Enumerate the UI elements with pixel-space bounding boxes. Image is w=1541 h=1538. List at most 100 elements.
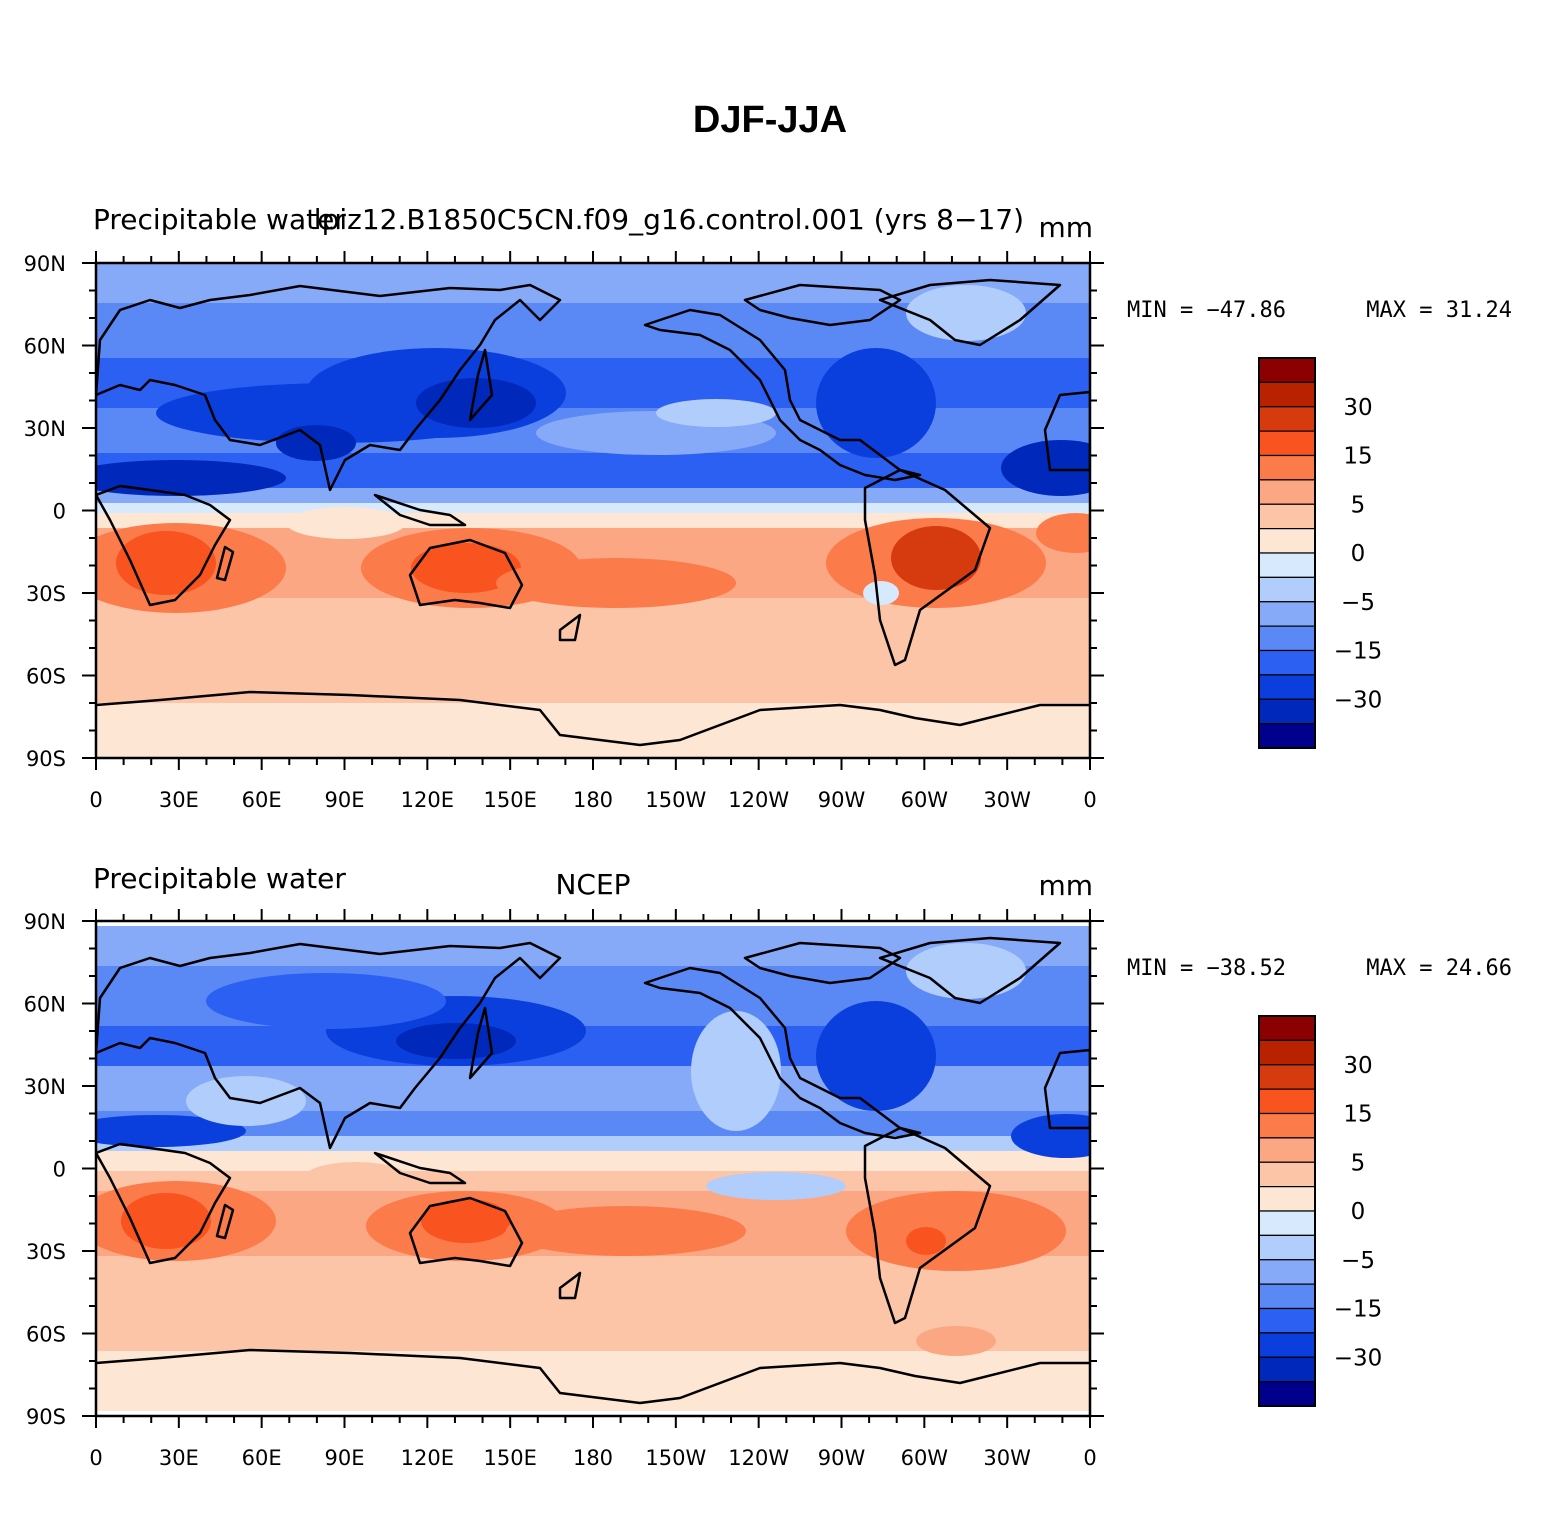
latitude-tick-label: 60S bbox=[26, 665, 66, 689]
longitude-tick-label: 180 bbox=[573, 788, 613, 812]
longitude-tick-label: 60W bbox=[901, 788, 949, 812]
colorbar-swatch bbox=[1258, 430, 1316, 457]
colorbar-swatch bbox=[1258, 625, 1316, 652]
figure-title: DJF-JJA bbox=[693, 99, 847, 141]
colorbar-swatch bbox=[1258, 1137, 1316, 1163]
map-axes: 0 30E 60E 90E 120E 150E 180 150W 120W 90W 60W 30W 09… bbox=[24, 251, 1104, 812]
panel-case-label: lpiz12.B1850C5CN.f09_g16.control.001 (yr… bbox=[314, 203, 1024, 236]
colorbar-swatch bbox=[1258, 1332, 1316, 1358]
colorbar-label: 30 bbox=[1343, 1053, 1372, 1079]
longitude-tick-label: 60W bbox=[901, 1446, 949, 1470]
longitude-tick-label: 90E bbox=[325, 1446, 365, 1470]
latitude-tick-label: 30S bbox=[26, 1240, 66, 1264]
colorbar-swatch bbox=[1258, 454, 1316, 481]
colorbar-swatch bbox=[1258, 576, 1316, 603]
latitude-tick-label: 60N bbox=[24, 335, 66, 359]
colorbar-swatch bbox=[1258, 1259, 1316, 1285]
min-label: MIN = −47.86 bbox=[1127, 298, 1286, 323]
longitude-tick-label: 90W bbox=[818, 788, 866, 812]
panel-variable-label: Precipitable water bbox=[93, 862, 346, 895]
longitude-tick-label: 150W bbox=[645, 1446, 706, 1470]
longitude-tick-label: 30E bbox=[159, 1446, 199, 1470]
colorbar-label: −15 bbox=[1334, 1297, 1383, 1323]
longitude-tick-label: 0 bbox=[89, 1446, 102, 1470]
panel-variable-label: Precipitable water bbox=[93, 203, 346, 236]
colorbar-swatch bbox=[1258, 1161, 1316, 1188]
colorbar-label: −30 bbox=[1334, 687, 1383, 713]
longitude-tick-label: 120W bbox=[728, 1446, 789, 1470]
colorbar-swatch bbox=[1258, 674, 1316, 700]
longitude-tick-label: 120E bbox=[401, 788, 454, 812]
longitude-tick-label: 90E bbox=[325, 788, 365, 812]
colorbar-swatch bbox=[1258, 528, 1316, 554]
colorbar-swatch bbox=[1258, 381, 1316, 408]
colorbar-swatch bbox=[1258, 1283, 1316, 1310]
longitude-tick-label: 150E bbox=[483, 788, 536, 812]
longitude-tick-label: 0 bbox=[89, 788, 102, 812]
colorbar-swatch bbox=[1258, 1039, 1316, 1066]
longitude-tick-label: 120E bbox=[401, 1446, 454, 1470]
colorbar-swatch bbox=[1258, 1210, 1316, 1236]
colorbar-swatch bbox=[1258, 1234, 1316, 1261]
colorbar-label: 0 bbox=[1351, 541, 1366, 567]
longitude-tick-label: 180 bbox=[573, 1446, 613, 1470]
colorbar-swatch bbox=[1258, 698, 1316, 725]
colorbar-label: −5 bbox=[1341, 590, 1375, 616]
colorbar: 30 15 5 0 −5 −15 −30 bbox=[1258, 357, 1383, 749]
longitude-tick-label: 30W bbox=[983, 788, 1031, 812]
colorbar-swatch bbox=[1258, 1088, 1316, 1115]
longitude-tick-label: 0 bbox=[1083, 788, 1096, 812]
colorbar-swatch bbox=[1258, 503, 1316, 530]
latitude-tick-label: 30N bbox=[24, 417, 66, 441]
colorbar-swatch bbox=[1258, 1015, 1316, 1041]
colorbar-swatch bbox=[1258, 723, 1316, 749]
longitude-tick-label: 60E bbox=[242, 788, 282, 812]
longitude-tick-label: 150E bbox=[483, 1446, 536, 1470]
colorbar-swatch bbox=[1258, 479, 1316, 505]
latitude-tick-label: 60S bbox=[26, 1323, 66, 1347]
latitude-tick-label: 90S bbox=[26, 1405, 66, 1429]
colorbar-label: 5 bbox=[1351, 1150, 1366, 1176]
colorbar-label: 15 bbox=[1343, 444, 1372, 470]
latitude-tick-label: 90N bbox=[24, 252, 66, 276]
colorbar-label: 30 bbox=[1343, 395, 1372, 421]
latitude-tick-label: 30N bbox=[24, 1075, 66, 1099]
min-label: MIN = −38.52 bbox=[1127, 956, 1286, 981]
latitude-tick-label: 0 bbox=[53, 1158, 66, 1182]
precip-field-map bbox=[96, 263, 1090, 758]
longitude-tick-label: 60E bbox=[242, 1446, 282, 1470]
colorbar-label: −30 bbox=[1334, 1345, 1383, 1371]
colorbar-swatch bbox=[1258, 1064, 1316, 1090]
panel-units-label: mm bbox=[1038, 869, 1093, 902]
panel-units-label: mm bbox=[1038, 211, 1093, 244]
map-axes: 0 30E 60E 90E 120E 150E 180 150W 120W 90W 60W 30W 09… bbox=[24, 909, 1104, 1470]
colorbar-swatch bbox=[1258, 1307, 1316, 1334]
latitude-tick-label: 90N bbox=[24, 910, 66, 934]
panel-case-label: NCEP bbox=[555, 868, 630, 901]
colorbar-swatch bbox=[1258, 1356, 1316, 1383]
colorbar-label: 5 bbox=[1351, 492, 1366, 518]
latitude-tick-label: 0 bbox=[53, 500, 66, 524]
longitude-tick-label: 30E bbox=[159, 788, 199, 812]
colorbar-label: 15 bbox=[1343, 1102, 1372, 1128]
latitude-tick-label: 30S bbox=[26, 582, 66, 606]
latitude-tick-label: 90S bbox=[26, 747, 66, 771]
colorbar-swatch bbox=[1258, 552, 1316, 578]
colorbar-swatch bbox=[1258, 601, 1316, 627]
colorbar-swatch bbox=[1258, 1112, 1316, 1139]
panel-model: Precipitable water lpiz12.B1850C5CN.f09_… bbox=[24, 203, 1104, 812]
longitude-tick-label: 90W bbox=[818, 1446, 866, 1470]
longitude-tick-label: 120W bbox=[728, 788, 789, 812]
longitude-tick-label: 30W bbox=[983, 1446, 1031, 1470]
colorbar-swatch bbox=[1258, 1186, 1316, 1212]
colorbar: 30 15 5 0 −5 −15 −30 bbox=[1258, 1015, 1383, 1407]
colorbar-swatch bbox=[1258, 649, 1316, 676]
colorbar-label: −15 bbox=[1334, 639, 1383, 665]
colorbar-label: −5 bbox=[1341, 1248, 1375, 1274]
colorbar-swatch bbox=[1258, 1381, 1316, 1407]
precip-field-map bbox=[96, 921, 1090, 1416]
colorbar-label: 0 bbox=[1351, 1199, 1366, 1225]
colorbar-swatch bbox=[1258, 357, 1316, 383]
colorbar-swatch bbox=[1258, 406, 1316, 432]
